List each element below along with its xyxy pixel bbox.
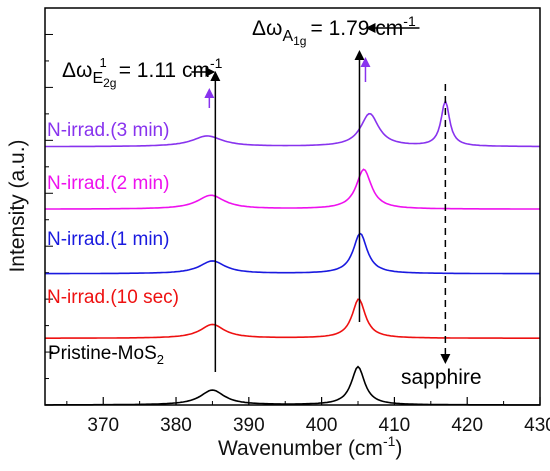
series-label-3min: N-irrad.(3 min) [47,120,169,141]
series-line-2 [45,232,540,275]
series-label-10sec: N-irrad.(10 sec) [47,287,179,308]
x-tick-label: 410 [379,415,411,436]
series-line-4 [45,98,540,148]
a1g-shift-label: ΔωA1g= 1.79 cm-1 [252,13,416,48]
sapphire-label: sapphire [401,366,482,389]
series-label-2min: N-irrad.(2 min) [47,173,169,194]
x-tick-label: 430 [524,415,550,436]
x-tick-label: 420 [451,415,483,436]
x-tick-label: 380 [160,415,192,436]
annotation-markers [191,23,451,372]
series-label-1min: N-irrad.(1 min) [47,229,169,250]
series-label-pristine: Pristine-MoS2 [48,343,164,367]
e2g-shift-label: ΔωE2g1 = 1.11 cm-1 [62,55,223,90]
plot-frame [44,7,541,406]
x-tick-label: 390 [233,415,265,436]
x-tick-label: 370 [87,415,119,436]
x-axis-title: Wavenumber (cm-1) [218,433,402,460]
x-tick-label: 400 [306,415,338,436]
series-line-3 [45,168,540,210]
series-line-1 [45,298,540,339]
y-axis-title: Intensity (a.u.) [6,139,29,272]
